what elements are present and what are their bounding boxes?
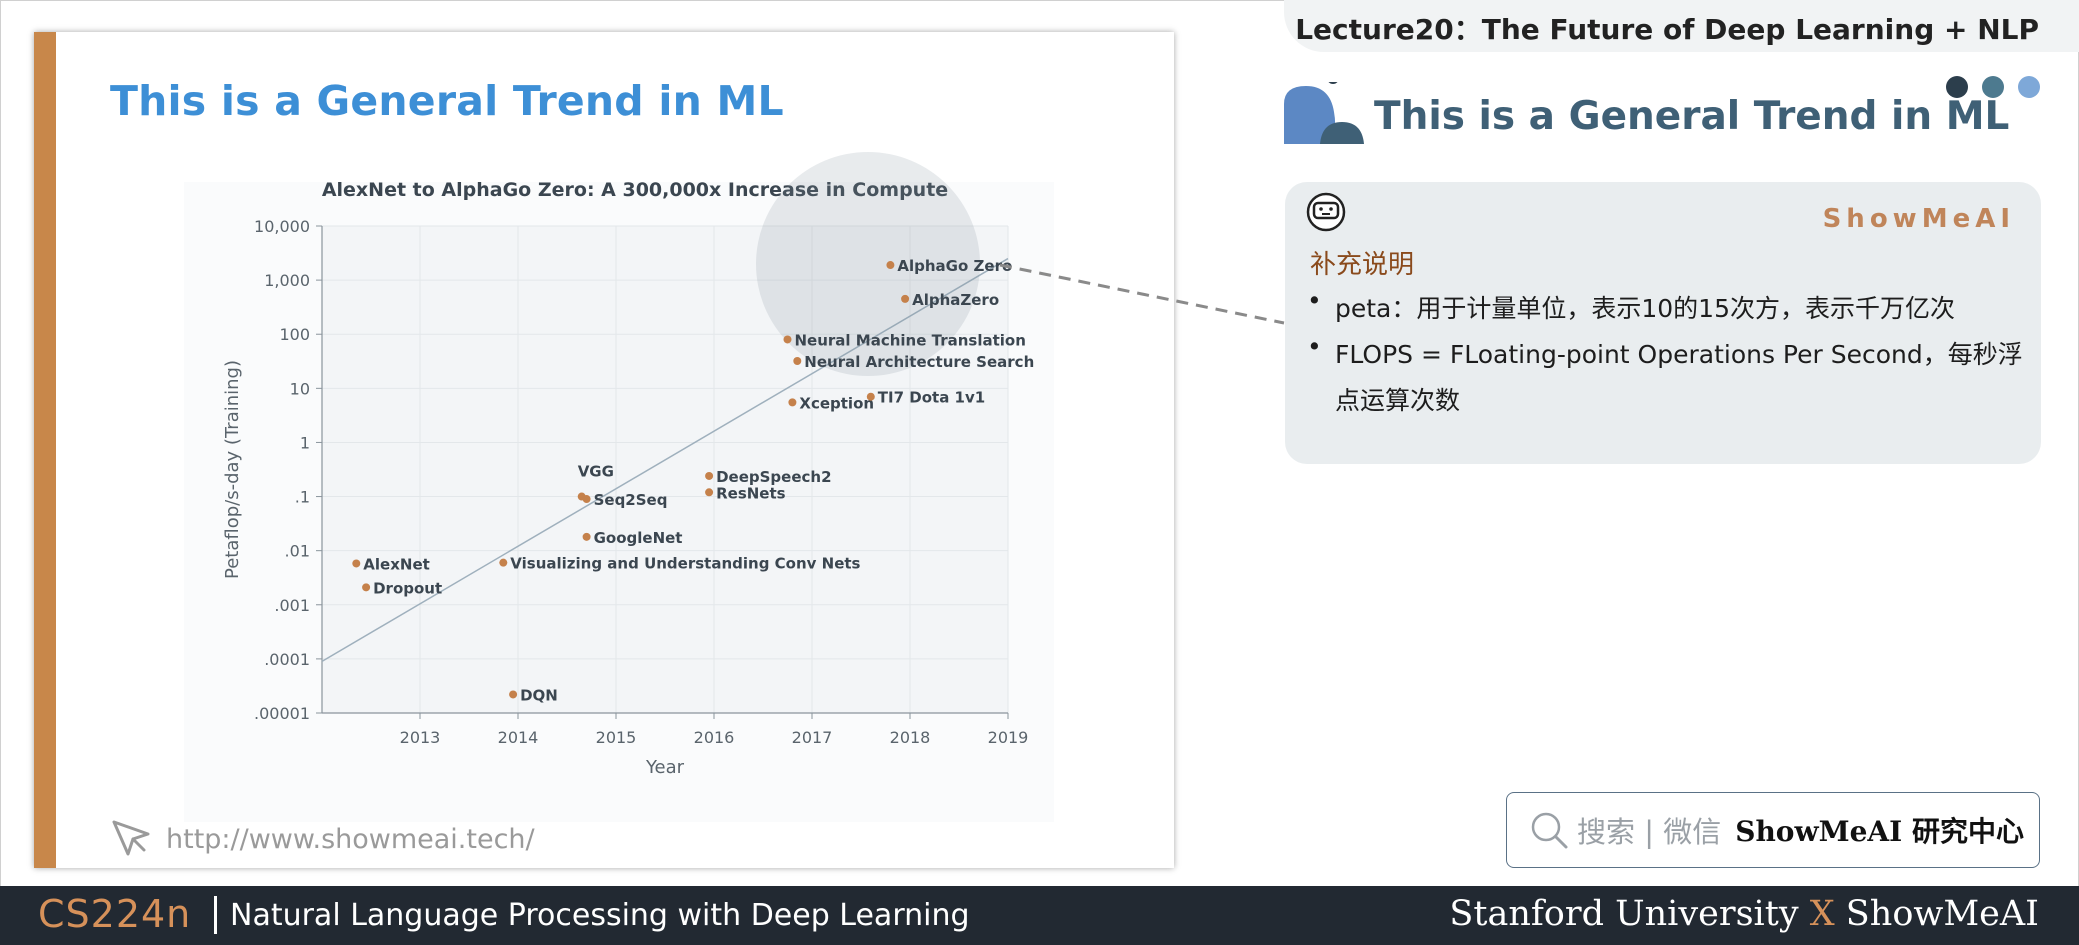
search-icon [1529, 810, 1569, 850]
data-point [793, 356, 802, 365]
search-placeholder[interactable]: 搜索 | 微信 [1577, 815, 1722, 849]
bullet-text: peta：用于计量单位，表示10的15次方，表示千万亿次 [1335, 294, 1955, 323]
slide-accent-bar [34, 32, 56, 868]
y-tick-label: .001 [274, 596, 310, 615]
data-point [352, 559, 361, 568]
data-point [705, 488, 714, 497]
data-point [901, 294, 910, 303]
y-tick-label: .0001 [264, 650, 310, 669]
y-tick-label: 10 [290, 379, 310, 398]
course-name: Natural Language Processing with Deep Le… [230, 898, 970, 933]
y-tick-label: 100 [279, 325, 310, 344]
footer-university: Stanford University [1449, 894, 1799, 934]
compute-chart: AlexNet to AlphaGo Zero: A 300,000x Incr… [34, 32, 1174, 868]
brand-label: ShowMeAI [1822, 204, 2015, 234]
nav-dot-3 [2018, 76, 2040, 98]
y-tick-label: .1 [295, 488, 310, 507]
data-point [362, 583, 371, 592]
note-heading: 补充说明 [1310, 250, 1415, 280]
point-label: GoogleNet [594, 529, 683, 547]
plot-area [322, 226, 1008, 713]
bullet-dot: • [1307, 332, 1322, 361]
section-title: This is a General Trend in ML [1374, 94, 2010, 139]
point-label: VGG [578, 463, 614, 481]
y-tick-label: .00001 [254, 704, 310, 723]
data-point [866, 392, 875, 401]
x-tick-label: 2018 [890, 728, 931, 747]
lecture-header: Lecture20：The Future of Deep Learning + … [1284, 0, 2079, 52]
point-label: Visualizing and Understanding Conv Nets [510, 555, 860, 573]
section-deco-icon [1284, 72, 1374, 156]
y-tick-label: .01 [285, 542, 310, 561]
footer-credits: Stanford University X ShowMeAI [1449, 894, 2039, 934]
chart-title: AlexNet to AlphaGo Zero: A 300,000x Incr… [322, 179, 948, 201]
y-tick-label: 1,000 [264, 271, 310, 290]
slide-panel: This is a General Trend in ML AlexNet to… [34, 32, 1174, 868]
footer-x: X [1809, 894, 1835, 934]
y-axis-label: Petaflop/s-day (Training) [222, 360, 243, 579]
footer-bar: CS224n Natural Language Processing with … [0, 886, 2079, 945]
y-tick-label: 10,000 [254, 217, 310, 236]
point-label: AlphaGo Zero [897, 257, 1012, 275]
bullet-dot: • [1307, 286, 1322, 315]
point-label: Neural Architecture Search [804, 353, 1034, 371]
x-tick-label: 2013 [400, 728, 441, 747]
robot-face-icon [1306, 192, 1346, 236]
x-tick-label: 2014 [498, 728, 539, 747]
point-label: AlphaZero [912, 291, 999, 309]
point-label: ResNets [716, 484, 786, 502]
data-point [886, 261, 895, 270]
data-point [582, 532, 591, 541]
note-card: ShowMeAI 补充说明 • peta：用于计量单位，表示10的15次方，表示… [1285, 182, 2041, 464]
note-bullet-1: • peta：用于计量单位，表示10的15次方，表示千万亿次 [1307, 286, 2025, 332]
point-label: Dropout [373, 579, 442, 597]
x-tick-label: 2019 [988, 728, 1029, 747]
bullet-text: FLOPS = FLoating-point Operations Per Se… [1335, 340, 2023, 415]
point-label: TI7 Dota 1v1 [878, 389, 985, 407]
footer-separator [214, 896, 217, 934]
highlight-circle [756, 152, 980, 376]
course-code: CS224n [38, 892, 192, 936]
slide-title: This is a General Trend in ML [110, 77, 784, 125]
data-point [788, 398, 797, 407]
data-point [705, 471, 714, 480]
data-point [499, 558, 508, 567]
y-tick-label: 1 [300, 433, 310, 452]
nav-dots [1946, 76, 2040, 98]
data-point [783, 335, 792, 344]
chart-svg: AlexNet to AlphaGo Zero: A 300,000x Incr… [184, 152, 1054, 822]
x-tick-label: 2016 [694, 728, 735, 747]
footer-brand: ShowMeAI [1845, 894, 2039, 934]
point-label: Neural Machine Translation [795, 331, 1026, 349]
cursor-icon [108, 814, 154, 864]
data-point [509, 690, 518, 699]
point-label: DQN [520, 686, 558, 704]
note-bullet-2: • FLOPS = FLoating-point Operations Per … [1307, 332, 2025, 424]
point-label: Seq2Seq [594, 491, 668, 509]
nav-dot-2 [1982, 76, 2004, 98]
point-label: Xception [799, 394, 874, 412]
search-box[interactable]: 搜索 | 微信 ShowMeAI 研究中心 [1506, 792, 2040, 868]
slide-link-text[interactable]: http://www.showmeai.tech/ [166, 823, 535, 855]
point-label: DeepSpeech2 [716, 468, 831, 486]
trend-line [321, 257, 1009, 663]
search-brand: ShowMeAI 研究中心 [1735, 815, 2024, 848]
x-axis-label: Year [645, 757, 685, 778]
data-point [582, 495, 591, 504]
nav-dot-1 [1946, 76, 1968, 98]
x-tick-label: 2017 [792, 728, 833, 747]
slide-link[interactable]: http://www.showmeai.tech/ [108, 814, 535, 864]
point-label: AlexNet [363, 555, 430, 573]
lecture-title: Lecture20：The Future of Deep Learning + … [1295, 13, 2039, 46]
x-tick-label: 2015 [596, 728, 637, 747]
